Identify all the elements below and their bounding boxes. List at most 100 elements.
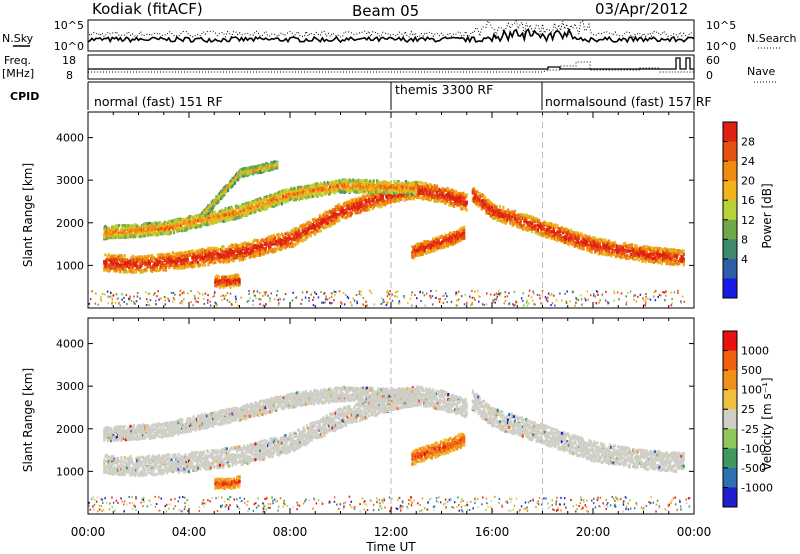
data-pixel-band-0 xyxy=(245,242,248,246)
noise-pixel xyxy=(256,290,259,293)
noise-pixel xyxy=(325,298,327,301)
data-pixel-band-0 xyxy=(271,240,274,244)
data-pixel-band-0 xyxy=(360,203,363,207)
data-pixel-band-0 xyxy=(458,197,461,201)
data-pixel-band-1 xyxy=(290,188,293,192)
data-pixel-band-0 xyxy=(448,189,451,193)
data-pixel-band-1 xyxy=(293,197,296,201)
data-pixel-band-0 xyxy=(353,198,356,202)
data-pixel-band-2 xyxy=(484,197,487,201)
cpid-segment-1: themis 3300 RF xyxy=(395,82,493,97)
data-pixel-band-1 xyxy=(370,188,373,192)
data-pixel-band-0 xyxy=(105,262,108,266)
data-pixel-band-0 xyxy=(405,195,409,199)
data-pixel-band-1 xyxy=(123,224,126,227)
data-pixel-band-0 xyxy=(288,234,292,238)
data-pixel-band-1 xyxy=(245,207,248,211)
noise-pixel xyxy=(360,293,362,296)
data-pixel-band-0 xyxy=(317,218,320,221)
data-pixel-band-0 xyxy=(368,204,371,208)
data-pixel-band-0 xyxy=(256,242,259,246)
data-pixel-band-2 xyxy=(516,220,519,224)
data-pixel-band-1 xyxy=(210,217,213,221)
data-pixel-band-0 xyxy=(178,253,181,257)
noise-pixel xyxy=(407,302,409,305)
noise-pixel xyxy=(273,298,276,301)
data-pixel-band-2 xyxy=(506,217,510,221)
noise-pixel xyxy=(235,300,237,303)
data-pixel-band-0 xyxy=(249,249,252,253)
data-pixel-band-1 xyxy=(148,221,152,225)
data-pixel-band-0 xyxy=(304,235,308,239)
data-pixel-band-2 xyxy=(501,209,504,212)
data-pixel-band-0 xyxy=(242,256,246,260)
noise-pixel xyxy=(349,301,352,304)
data-pixel-band-0 xyxy=(164,268,168,272)
data-pixel-band-1 xyxy=(185,228,188,232)
data-pixel-band-1 xyxy=(269,202,272,205)
data-pixel-band-0 xyxy=(216,257,219,261)
data-pixel-band-1 xyxy=(242,208,246,212)
noise-pixel xyxy=(671,298,673,301)
data-pixel-band-0 xyxy=(387,199,390,203)
data-pixel-band-1 xyxy=(178,218,181,221)
data-pixel-band-0 xyxy=(378,205,381,209)
noise-pixel xyxy=(547,292,550,295)
data-pixel-band-0 xyxy=(442,190,445,194)
data-pixel-band-0 xyxy=(392,198,395,202)
noise-pixel xyxy=(546,296,548,299)
data-pixel-band-1 xyxy=(360,185,363,189)
data-pixel-band-0 xyxy=(174,264,177,268)
data-pixel-band-1 xyxy=(135,233,138,236)
cpid-strip: CPID normal (fast) 151 RF themis 3300 RF… xyxy=(10,81,712,110)
data-pixel-band-0 xyxy=(256,239,259,243)
data-pixel-band-0 xyxy=(238,244,241,247)
data-pixel-band-0 xyxy=(240,254,243,258)
noise-pixel xyxy=(133,301,135,304)
data-pixel-band-1 xyxy=(291,192,294,195)
data-pixel-band-1 xyxy=(267,204,270,208)
data-pixel-band-0 xyxy=(346,200,349,204)
noise-pixel xyxy=(314,291,316,294)
data-pixel-band-1 xyxy=(369,179,372,183)
data-pixel-band-1 xyxy=(381,183,384,187)
data-pixel-band-0 xyxy=(186,258,189,262)
noise-pixel xyxy=(409,297,412,300)
data-pixel-band-1 xyxy=(203,218,207,222)
data-pixel-band-1 xyxy=(168,224,171,228)
data-pixel-band-1 xyxy=(273,196,277,200)
data-pixel-band-1 xyxy=(309,186,312,190)
data-pixel-band-0 xyxy=(278,247,281,251)
data-pixel-band-0 xyxy=(229,248,232,252)
data-pixel-band-1 xyxy=(295,188,298,192)
data-pixel-band-0 xyxy=(329,210,332,214)
data-pixel-band-1 xyxy=(365,178,368,182)
data-pixel-band-1 xyxy=(338,179,341,183)
noise-pixel xyxy=(352,297,354,300)
noise-pixel xyxy=(277,298,279,301)
data-pixel-band-0 xyxy=(146,261,149,265)
noise-pixel xyxy=(569,300,571,303)
noise-pixel xyxy=(496,296,498,298)
data-pixel-band-1 xyxy=(147,233,150,237)
data-pixel-band-1 xyxy=(368,184,371,188)
data-pixel-band-0 xyxy=(197,250,200,254)
data-pixel-band-0 xyxy=(378,202,381,206)
data-pixel-band-0 xyxy=(210,251,213,255)
noise-pixel xyxy=(179,294,181,297)
noise-pixel xyxy=(147,301,149,304)
data-pixel-band-0 xyxy=(166,255,169,259)
data-pixel-band-1 xyxy=(192,221,195,225)
data-pixel-band-0 xyxy=(107,263,110,267)
data-pixel-band-1 xyxy=(341,186,344,190)
data-pixel-band-2 xyxy=(511,214,514,218)
data-pixel-band-0 xyxy=(141,259,145,263)
data-pixel-band-1 xyxy=(363,190,366,194)
noise-pixel xyxy=(474,298,476,301)
data-pixel-band-1 xyxy=(329,186,332,190)
data-pixel-band-1 xyxy=(272,204,275,208)
data-pixel-band-1 xyxy=(131,226,134,230)
data-pixel-band-1 xyxy=(261,206,264,210)
noise-pixel xyxy=(581,303,583,306)
noise-pixel xyxy=(580,298,583,301)
